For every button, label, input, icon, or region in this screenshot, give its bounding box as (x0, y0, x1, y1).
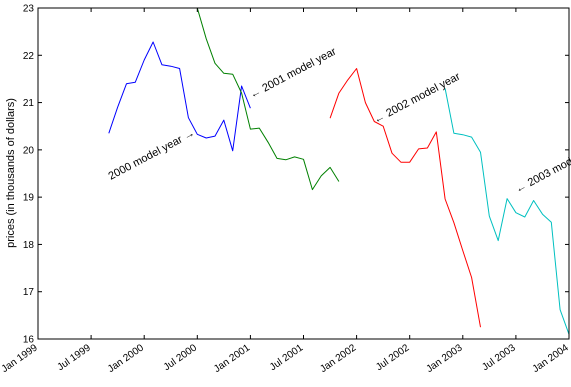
y-tick-label: 20 (23, 145, 35, 156)
x-tick-label: Jan 2003 (424, 342, 464, 375)
x-tick-label: Jul 2002 (374, 342, 412, 373)
y-tick-label: 23 (23, 4, 35, 15)
series-line-3 (329, 68, 481, 328)
y-axis: 16 17 18 19 20 21 22 23 (23, 4, 569, 346)
series-layer (108, 7, 570, 335)
x-tick-label: Jul 2001 (268, 342, 306, 373)
plot-frame (37, 7, 570, 340)
y-tick-label: 21 (23, 98, 35, 109)
x-tick-label: Jul 1999 (56, 342, 94, 373)
x-tick-label: Jan 2002 (318, 342, 358, 375)
y-tick-label: 17 (23, 287, 35, 298)
x-tick-label: Jan 1999 (0, 342, 40, 375)
x-tick-label: Jan 2001 (212, 342, 252, 375)
y-tick-label: 22 (23, 51, 35, 62)
x-tick-label: Jul 2003 (480, 342, 518, 373)
plot-area (38, 8, 569, 339)
y-tick-label: 16 (23, 335, 35, 346)
y-tick-label: 19 (23, 193, 35, 204)
series-line-4 (444, 88, 570, 335)
x-tick-label: Jan 2004 (531, 342, 571, 375)
x-tick-label: Jan 2000 (106, 342, 146, 375)
y-axis-title: prices (in thousands of dollars) (5, 98, 17, 248)
y-tick-label: 18 (23, 240, 35, 251)
series-line-1 (108, 41, 251, 152)
series-line-2 (196, 7, 340, 191)
x-tick-label: Jul 2000 (162, 342, 200, 373)
